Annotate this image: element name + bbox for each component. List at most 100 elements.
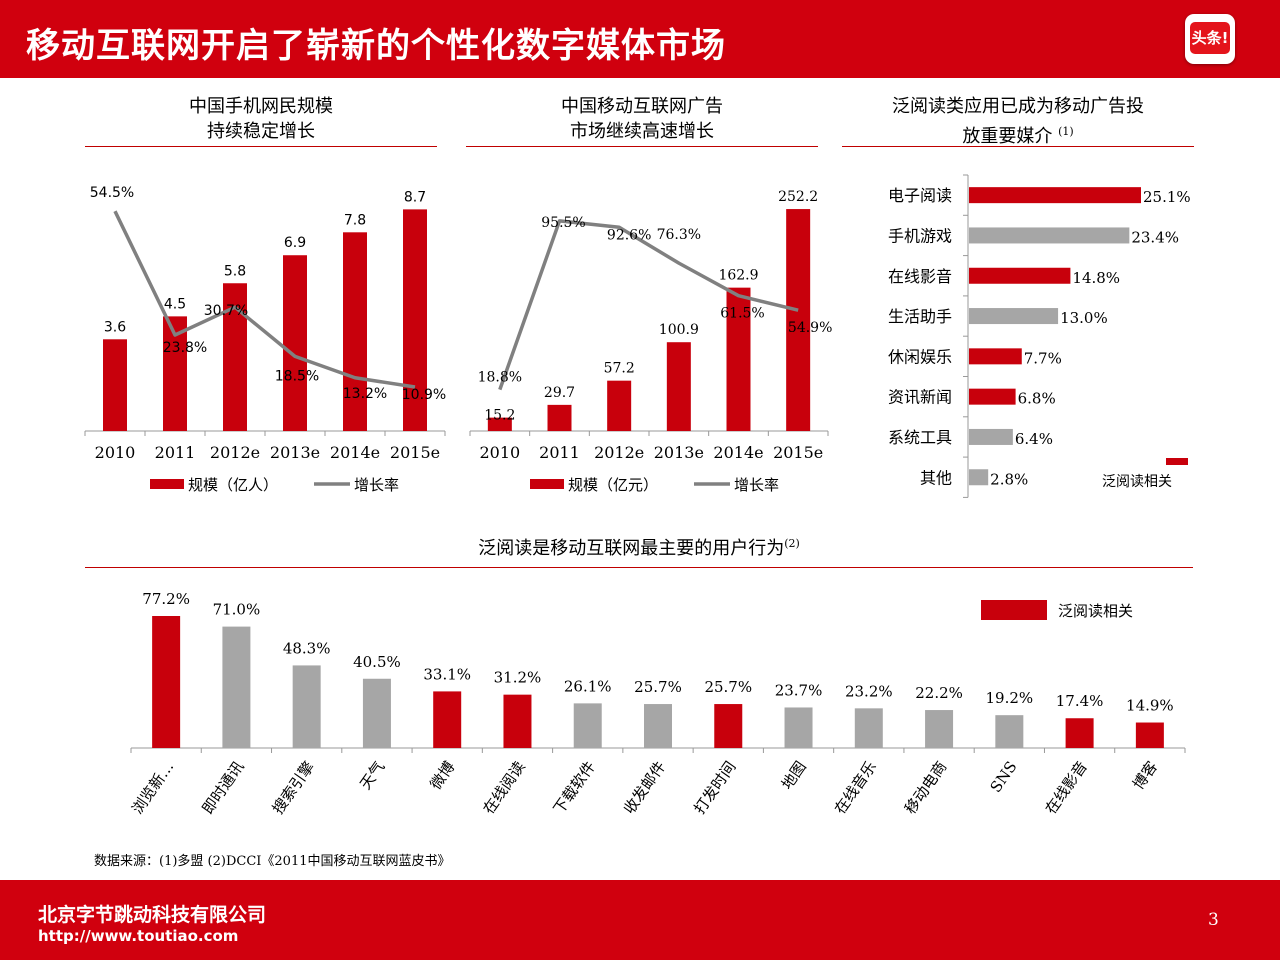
chart4-value-label: 33.1% [423,665,471,683]
chart2-legend-bar-label: 规模（亿元） [568,476,658,494]
chart2-title-line2: 市场继续高速增长 [570,121,714,142]
chart4-bar-浏览新… [152,616,181,748]
chart4-category-label: 地图 [778,758,810,793]
data-source-note: 数据来源：(1)多盟 (2)DCCI《2011中国移动互联网蓝皮书》 [94,854,451,869]
chart4-category-label: 打发时间 [690,758,739,817]
chart4-legend-swatch [981,600,1047,620]
chart3-category-label: 其他 [920,468,952,487]
chart1-growth-label: 13.2% [343,386,387,402]
chart4-category-label: 浏览新… [128,758,177,817]
chart1-bar-2010 [103,339,127,431]
chart4-value-label: 25.7% [634,678,682,696]
chart4-bar-天气 [362,678,391,748]
chart1-legend-bar-label: 规模（亿人） [188,476,278,494]
chart2-bar-label: 100.9 [659,322,699,338]
chart1-x-tick-label: 2011 [155,443,196,462]
chart1-bar-label: 6.9 [284,235,306,251]
chart3-bar-在线影音 [969,267,1071,284]
chart3-category-label: 手机游戏 [888,226,952,245]
chart2-bar-label: 29.7 [544,385,575,401]
chart4-title-note: (2) [784,537,800,550]
chart4-category-label: 即时通讯 [199,758,248,817]
chart4-value-label: 14.9% [1126,697,1174,715]
chart3-legend-label: 泛阅读相关 [1102,473,1172,490]
chart2-bar-label: 57.2 [604,361,635,377]
chart2-bar-label: 252.2 [778,189,818,205]
chart2-bar-2013e [666,342,691,431]
chart2-title-line1: 中国移动互联网广告 [561,96,723,117]
chart3-value-label: 6.4% [1015,430,1053,448]
header-bar: 移动互联网开启了崭新的个性化数字媒体市场 头条! [0,0,1280,78]
chart2-x-tick-label: 2012e [594,443,644,462]
chart1-bar-2015e [403,209,427,431]
chart4-category-label: 微博 [427,758,459,793]
chart3-bar-手机游戏 [969,227,1130,244]
chart3-category-label: 在线影音 [888,267,952,286]
chart3-bar-资讯新闻 [969,388,1016,405]
chart4-bar-收发邮件 [644,704,672,748]
chart4-category-label: 在线音乐 [831,758,880,817]
chart3-title-line2-wrap: 放重要媒介 (1) [842,119,1194,149]
chart1-growth-label: 54.5% [90,185,134,201]
chart1-growth-label: 18.5% [275,368,319,384]
chart4-category-label: 移动电商 [901,758,950,817]
chart2-bar-2015e [786,209,811,431]
chart4-category-label: 搜索引擎 [269,758,318,817]
chart4-category-label: 下载软件 [550,758,599,817]
chart4-value-label: 25.7% [704,678,752,696]
chart3-value-label: 14.8% [1072,269,1120,287]
chart4-title: 泛阅读是移动互联网最主要的用户行为(2) [85,531,1193,561]
chart2-x-tick-label: 2010 [479,443,520,462]
chart3-title-line2: 放重要媒介 [962,126,1053,147]
chart4-value-label: 22.2% [915,684,963,702]
chart4-bar-搜索引擎 [292,665,321,748]
chart3-category-label: 电子阅读 [888,186,952,205]
chart3-legend-swatch [1166,458,1188,465]
chart1-bar-2014e [343,232,367,431]
chart3-value-label: 13.0% [1060,309,1108,327]
company-url: http://www.toutiao.com [38,927,239,945]
chart4-bar-在线阅读 [503,694,532,748]
chart1-x-tick-label: 2013e [270,443,320,462]
chart3-category-label: 休闲娱乐 [888,347,952,366]
chart4-category-label: 收发邮件 [620,758,669,817]
chart4-category-label: 在线阅读 [480,758,529,817]
chart4-bar-微博 [433,691,462,748]
company-name: 北京字节跳动科技有限公司 [38,904,267,926]
toutiao-logo: 头条! [1185,14,1235,64]
chart4-value-label: 31.2% [494,669,542,687]
chart3-category-label: 资讯新闻 [888,388,952,407]
chart2-growth-line [498,219,799,391]
chart4-bar-地图 [784,707,813,748]
chart3-value-label: 7.7% [1024,349,1062,367]
chart1-title: 中国手机网民规模 持续稳定增长 [85,94,437,144]
chart3-bar-系统工具 [969,428,1013,445]
chart2-legend-bar-swatch [530,479,564,489]
chart2-bar-label: 15.2 [484,408,515,424]
chart3-title-note: (1) [1058,125,1074,138]
chart3-bar-生活助手 [969,308,1059,325]
chart4-category-label: 天气 [356,758,388,793]
chart1-x-tick-label: 2012e [210,443,260,462]
chart4-value-label: 23.7% [775,681,823,699]
chart3-value-label: 6.8% [1018,390,1056,408]
chart2-growth-label: 76.3% [657,227,701,243]
chart4-value-label: 26.1% [564,677,612,695]
charts-canvas: 3.6 2010 4.5 2011 5.8 2012e 6.9 2013e 7.8 2014e 8.… [84,174,1191,817]
chart3-bar-休闲娱乐 [969,348,1022,365]
chart3-title-rule [842,146,1194,147]
chart4-legend-label: 泛阅读相关 [1058,602,1133,620]
chart3-bar-电子阅读 [969,187,1141,204]
chart1-title-rule [85,146,437,147]
chart1-growth-line [113,210,416,389]
chart4-category-label: 博客 [1129,758,1161,793]
chart1-growth-label: 30.7% [204,303,248,319]
page-number: 3 [1208,910,1219,930]
chart4-value-label: 23.2% [845,682,893,700]
chart2-title: 中国移动互联网广告 市场继续高速增长 [466,94,818,144]
chart3-title: 泛阅读类应用已成为移动广告投 放重要媒介 (1) [842,94,1194,149]
chart4-bar-移动电商 [925,710,954,748]
chart4-title-text: 泛阅读是移动互联网最主要的用户行为 [478,538,785,559]
chart2-growth-label: 61.5% [720,306,764,322]
chart4-value-label: 17.4% [1056,692,1104,710]
